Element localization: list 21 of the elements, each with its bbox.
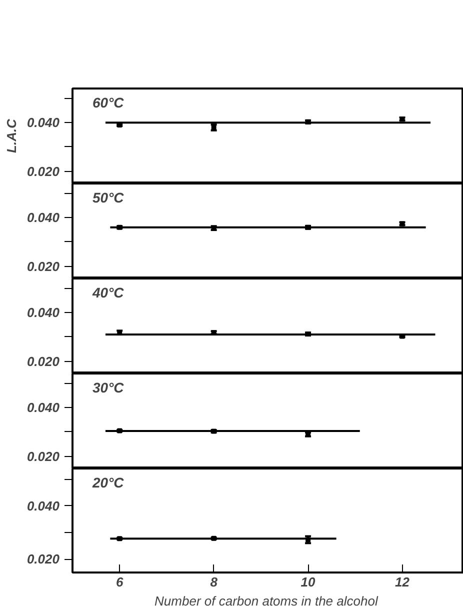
x-tick-label: 12 bbox=[395, 574, 410, 590]
y-tick-label: 0.020 bbox=[26, 552, 60, 567]
x-tick-label: 6 bbox=[116, 574, 124, 590]
y-tick-label: 0.040 bbox=[26, 400, 60, 416]
x-tick-label: 10 bbox=[300, 574, 316, 590]
text: 50°C bbox=[92, 190, 125, 206]
y-axis-title: L.A.C bbox=[4, 118, 19, 153]
y-tick-label: 0.040 bbox=[26, 498, 60, 514]
y-tick-label: 0.040 bbox=[26, 305, 60, 320]
chart-title: 30°C bbox=[92, 380, 125, 396]
y-tick-label: 0.040 bbox=[26, 210, 60, 226]
chart-title: 20°C bbox=[92, 474, 125, 490]
y-tick-label: 0.020 bbox=[26, 164, 60, 179]
y-tick-label: 0.020 bbox=[26, 354, 60, 369]
y-tick-label: 0.020 bbox=[26, 448, 60, 464]
text: 60°C bbox=[92, 94, 125, 110]
y-tick-label: 0.040 bbox=[26, 115, 60, 130]
x-axis-title: Number of carbon atoms in the alcohol bbox=[154, 594, 379, 606]
y-tick-label: 0.020 bbox=[26, 258, 60, 274]
chart-title: 40°C bbox=[92, 284, 125, 300]
x-tick-label: 8 bbox=[210, 574, 218, 590]
